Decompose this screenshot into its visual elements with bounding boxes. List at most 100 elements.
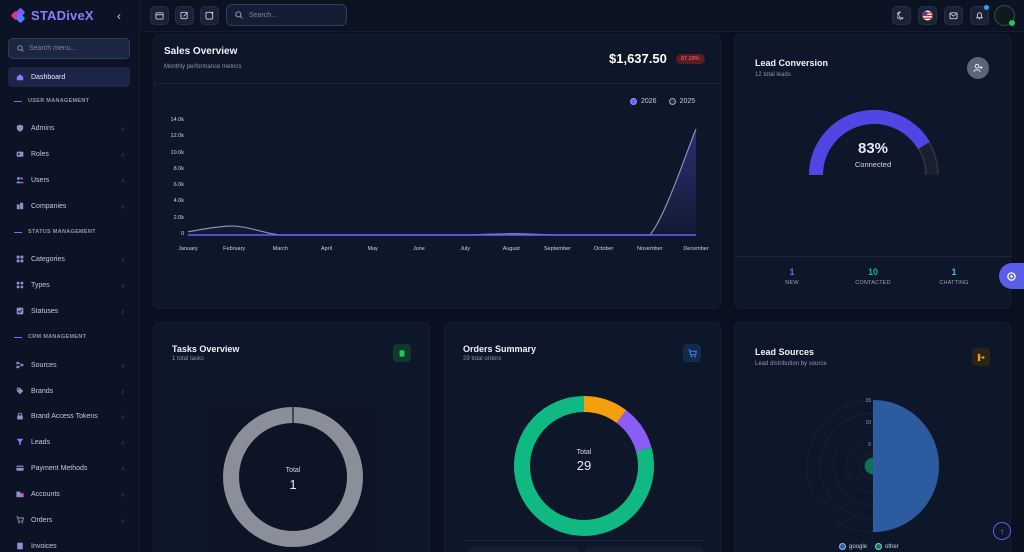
y-tick-label: 4.0k: [173, 198, 184, 205]
orders-summary-card: Orders Summary 29 total orders Total 29: [444, 322, 721, 552]
sidebar-item-label: Payment Methods: [31, 464, 88, 472]
sidebar-item-label: Categories: [31, 255, 65, 263]
sidebar-item-label: Brands: [31, 387, 54, 395]
chevron-right-icon: ›: [121, 149, 124, 159]
notification-dot: [984, 5, 989, 10]
x-tick-label: June: [412, 246, 425, 252]
calendar-button[interactable]: [150, 6, 169, 25]
legend-item-google[interactable]: google: [839, 543, 867, 550]
mail-icon: [949, 12, 958, 20]
chevron-right-icon: ›: [121, 463, 124, 473]
polar-tick-label: 5: [868, 442, 871, 448]
brand-name: STADiveX: [31, 8, 94, 23]
sales-subtitle: Monthly performance metrics: [164, 64, 242, 70]
customizer-button[interactable]: [999, 263, 1024, 289]
sidebar-item-payment-methods[interactable]: Payment Methods ›: [8, 458, 130, 478]
sidebar-item-label: Admins: [31, 124, 55, 132]
y-tick-label: 0: [180, 231, 184, 237]
y-tick-label: 8.0k: [173, 165, 184, 172]
legend-item-2025[interactable]: 2025: [668, 98, 695, 105]
note-icon: [205, 11, 214, 20]
share-nodes-icon: [16, 361, 24, 369]
sidebar-item-companies[interactable]: Companies ›: [8, 196, 130, 216]
lead-conversion-button[interactable]: [967, 57, 989, 79]
conversion-gauge: [809, 110, 939, 176]
orders-button[interactable]: [683, 344, 701, 362]
sidebar-item-leads[interactable]: Leads ›: [8, 432, 130, 452]
sidebar-search-placeholder: Search menu...: [29, 45, 77, 52]
x-tick-label: May: [367, 246, 378, 252]
notifications-button[interactable]: [970, 6, 989, 25]
sidebar-item-label: Accounts: [31, 490, 60, 498]
lead-sources-subtitle: Lead distribution by source: [755, 361, 827, 367]
lead-conversion-subtitle: 12 total leads: [755, 72, 791, 78]
brand[interactable]: STADiveX: [10, 7, 94, 23]
scroll-to-top-button[interactable]: ↑: [993, 522, 1011, 540]
messages-button[interactable]: [944, 6, 963, 25]
chevron-right-icon: ›: [121, 123, 124, 133]
avatar[interactable]: [994, 5, 1015, 26]
grid-icon: [16, 255, 24, 263]
invoice-icon: [17, 542, 23, 550]
legend-item-other[interactable]: other: [875, 543, 899, 550]
x-tick-label: October: [593, 246, 614, 252]
sidebar-item-brands[interactable]: Brands ›: [8, 381, 130, 401]
lead-sources-button[interactable]: [972, 348, 990, 366]
stat-chatting: 1 CHATTING: [939, 267, 969, 286]
tasks-donut: [223, 407, 363, 547]
edit-button[interactable]: [175, 6, 194, 25]
edit-icon: [180, 11, 188, 20]
sidebar-search-input[interactable]: Search menu...: [8, 38, 130, 59]
lead-sources-legend: google other: [839, 543, 899, 550]
tag-icon: [16, 387, 24, 395]
moon-icon: [897, 11, 904, 20]
sidebar-item-admins[interactable]: Admins ›: [8, 118, 130, 138]
sidebar-item-statuses[interactable]: Statuses ›: [8, 301, 130, 321]
sidebar-item-sources[interactable]: Sources ›: [8, 355, 130, 375]
polar-segment-other: [864, 457, 873, 475]
sidebar-item-orders[interactable]: Orders ›: [8, 510, 130, 530]
legend-item-2026[interactable]: 2026: [630, 98, 657, 105]
notes-button[interactable]: [200, 6, 219, 25]
chevron-right-icon: ›: [121, 280, 124, 290]
x-tick-label: September: [544, 246, 571, 252]
sales-overview-card: Sales Overview Monthly performance metri…: [153, 34, 722, 309]
id-card-icon: [16, 151, 24, 157]
sidebar-item-label: Dashboard: [31, 73, 66, 81]
sidebar-item-invoices[interactable]: Invoices: [8, 536, 130, 552]
funnel-icon: [16, 438, 24, 446]
search-input[interactable]: Search...: [226, 4, 347, 26]
conversion-caption: Connected: [854, 160, 892, 169]
chevron-right-icon: ›: [121, 254, 124, 264]
search-placeholder: Search...: [249, 11, 278, 19]
stat-contacted: 10 CONTACTED: [855, 267, 891, 286]
x-tick-label: March: [272, 246, 288, 252]
sidebar-item-dashboard[interactable]: Dashboard: [8, 67, 130, 87]
chevron-right-icon: ›: [121, 411, 124, 421]
sidebar-item-roles[interactable]: Roles ›: [8, 144, 130, 164]
language-button[interactable]: [918, 6, 937, 25]
sidebar-item-types[interactable]: Types ›: [8, 275, 130, 295]
tasks-button[interactable]: [393, 344, 411, 362]
chevron-right-icon: ›: [121, 437, 124, 447]
status-icon: [16, 307, 24, 315]
sidebar-item-accounts[interactable]: Accounts ›: [8, 484, 130, 504]
arrow-up-icon: ↑: [1000, 526, 1004, 536]
theme-toggle-button[interactable]: [892, 6, 911, 25]
sidebar-item-label: Brand Access Tokens: [31, 412, 98, 420]
x-tick-label: August: [502, 246, 520, 252]
sidebar-item-categories[interactable]: Categories ›: [8, 249, 130, 269]
chevron-right-icon: ›: [121, 515, 124, 525]
sidebar: STADiveX ‹ Search menu... Dashboard USER…: [0, 0, 140, 552]
lead-sources-title: Lead Sources: [755, 347, 815, 357]
polar-tick-label: 10: [865, 420, 871, 426]
orders-donut-segment: [514, 396, 654, 536]
chevron-right-icon: ›: [121, 489, 124, 499]
sidebar-item-brand-access-tokens[interactable]: Brand Access Tokens ›: [8, 406, 130, 426]
collapse-sidebar-icon[interactable]: ‹: [117, 9, 121, 23]
sidebar-item-users[interactable]: Users ›: [8, 170, 130, 190]
sales-title: Sales Overview: [164, 46, 238, 57]
sales-change-value: 87.28%: [681, 56, 700, 62]
stat-new: 1 NEW: [785, 267, 799, 286]
y-tick-label: 6.0k: [173, 182, 184, 189]
